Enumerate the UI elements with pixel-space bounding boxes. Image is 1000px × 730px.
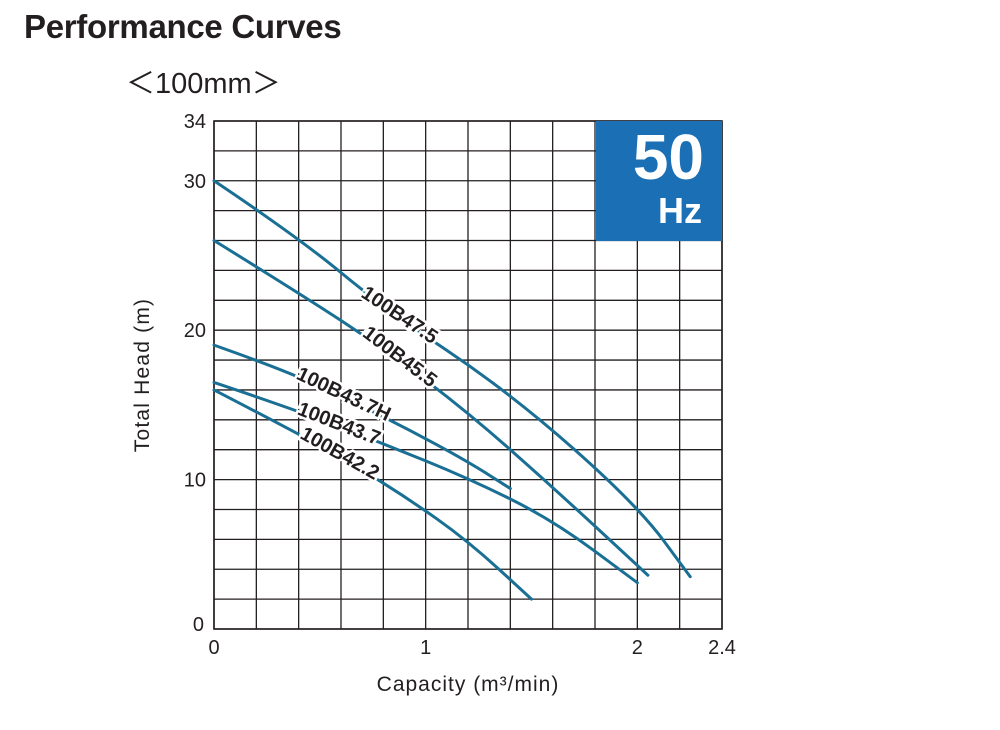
- page-title: Performance Curves: [24, 8, 342, 45]
- x-tick-label: 1: [420, 637, 431, 659]
- chart-series-labels: 100B47.5100B45.5100B43.7H100B43.7100B42.…: [291, 280, 444, 488]
- y-tick-label: 20: [184, 320, 206, 342]
- series-line-100b47-5: [212, 179, 692, 579]
- y-tick-label: 34: [184, 111, 206, 133]
- y-tick-label: 30: [184, 171, 206, 193]
- plot-frame: [213, 120, 723, 630]
- x-tick-label: 2: [632, 637, 643, 659]
- page-subtitle: ＜100mm＞: [126, 68, 281, 100]
- y-axis-label: Total Head (m): [131, 297, 154, 453]
- y-tick-label: 0: [193, 614, 204, 636]
- chart-ticks: 10 20 30 34 00 1 2 2.4: [184, 111, 736, 659]
- series-line-100b43-7h: [212, 343, 512, 491]
- series-line-100b45-5: [212, 239, 650, 577]
- x-tick-label: 2.4: [708, 637, 736, 659]
- x-axis-label: Capacity (m³/min): [376, 673, 560, 696]
- x-tick-label: 0: [208, 637, 219, 659]
- y-tick-label: 10: [184, 470, 206, 492]
- frequency-unit: Hz: [658, 190, 702, 231]
- frequency-badge: 50 Hz: [596, 121, 722, 241]
- series-line-100b43-7: [212, 380, 639, 585]
- chart-series-group: [212, 179, 692, 601]
- series-line-100b42-2: [212, 388, 533, 601]
- frequency-value: 50: [632, 121, 704, 193]
